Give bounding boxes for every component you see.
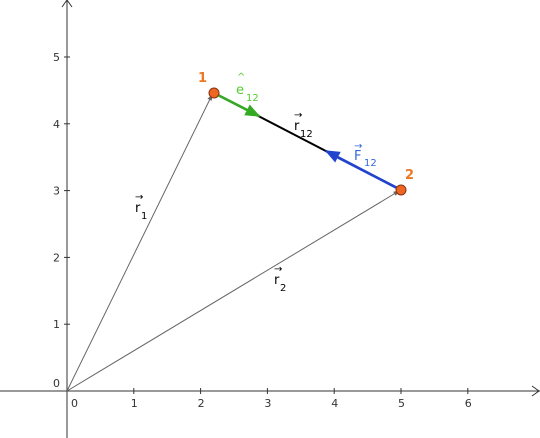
label-F12-arrow: → — [354, 141, 362, 152]
y-tick-label: 5 — [53, 51, 60, 64]
label-e12-sub: 12 — [246, 93, 259, 104]
y-tick-label: 2 — [53, 251, 60, 264]
x-tick-label: 1 — [131, 397, 138, 410]
label-r12-arrow: → — [294, 110, 302, 121]
label-r1-main: r — [135, 201, 141, 216]
x-tick-label: 6 — [465, 397, 472, 410]
label-r12-main: r — [294, 119, 300, 134]
label-e12: ^ e 12 — [236, 72, 259, 104]
label-r2-main: r — [274, 273, 280, 288]
label-F12: → F 12 — [354, 141, 377, 169]
vector-e12 — [213, 91, 261, 118]
point-2-label: 2 — [405, 168, 414, 183]
label-r12: → r 12 — [294, 110, 313, 140]
label-F12-sub: 12 — [364, 158, 377, 169]
label-e12-hat: ^ — [237, 72, 245, 83]
x-tick-label: 0 — [71, 397, 78, 410]
label-r2-sub: 2 — [280, 283, 286, 294]
y-tick-label: 4 — [53, 118, 60, 131]
x-tick-label: 3 — [264, 397, 271, 410]
x-tick-label: 2 — [198, 397, 205, 410]
label-F12-main: F — [354, 149, 361, 164]
label-r2: → r 2 — [274, 264, 286, 294]
y-axis-arrow-icon — [61, 0, 73, 8]
label-e12-main: e — [236, 83, 244, 98]
x-tick-label: 5 — [398, 397, 405, 410]
point-2[interactable] — [395, 184, 407, 196]
label-r1-arrow: → — [135, 192, 143, 203]
point-1[interactable] — [208, 87, 220, 99]
x-axis-arrow-icon — [531, 385, 540, 397]
vector-r2 — [66, 190, 400, 392]
point-1-label: 1 — [198, 71, 207, 86]
y-tick-label: 3 — [53, 185, 60, 198]
label-r2-arrow: → — [274, 264, 282, 275]
vector-r1 — [66, 94, 213, 392]
y-tick-label: 1 — [53, 318, 60, 331]
x-tick-label: 4 — [331, 397, 338, 410]
vector-F12 — [334, 154, 400, 191]
y-tick-label: 0 — [53, 377, 60, 390]
label-r1: → r 1 — [135, 192, 147, 222]
label-r1-sub: 1 — [141, 211, 147, 222]
label-r12-sub: 12 — [300, 129, 313, 140]
